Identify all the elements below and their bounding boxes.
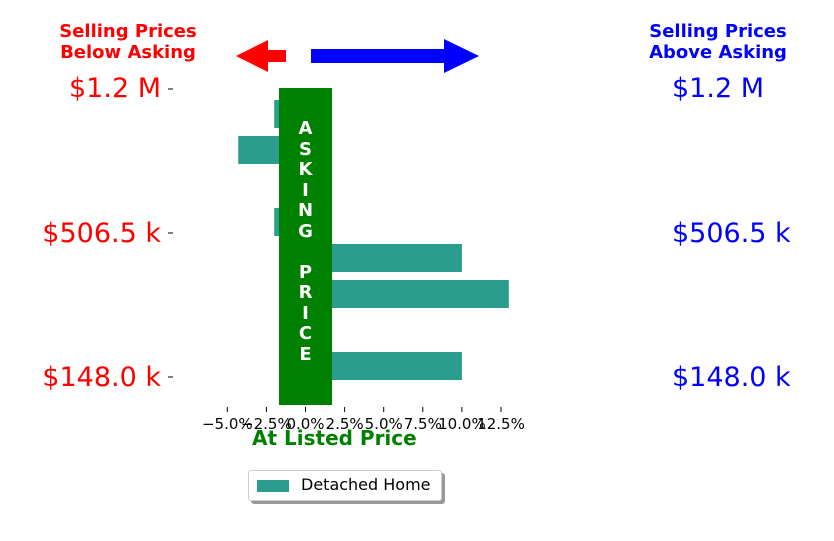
asking-letter: I	[302, 302, 309, 324]
y-axis-ticks	[168, 88, 173, 378]
x-tick-label: 0.0%	[286, 415, 324, 433]
asking-letter	[279, 242, 332, 263]
asking-letter: N	[297, 200, 314, 221]
left-price-bottom: $148.0 k	[42, 362, 161, 393]
x-tick-label: −2.5%	[241, 415, 292, 433]
left-arrow-icon	[236, 40, 286, 72]
x-tick-label: 7.5%	[404, 415, 442, 433]
asking-letter: A	[298, 118, 313, 139]
asking-letter: I	[302, 179, 309, 201]
asking-letter: G	[298, 220, 313, 242]
bar	[305, 280, 509, 308]
asking-price-column: A S K I N G P R I C E	[279, 88, 332, 405]
left-price-mid: $506.5 k	[42, 218, 161, 249]
right-price-bottom: $148.0 k	[672, 362, 791, 393]
right-price-top: $1.2 M	[672, 73, 764, 104]
right-arrow-icon	[311, 39, 479, 73]
x-axis-label: At Listed Price	[252, 426, 417, 450]
legend: Detached Home	[248, 470, 442, 501]
asking-letter: K	[298, 159, 313, 180]
direction-arrows	[236, 39, 479, 73]
asking-letter: C	[298, 323, 313, 344]
below-asking-title: Selling Prices Below Asking	[59, 21, 197, 63]
left-price-top: $1.2 M	[69, 73, 161, 104]
asking-letter: S	[299, 138, 312, 160]
x-tick-label: 12.5%	[477, 415, 525, 433]
x-tick-label: 2.5%	[326, 415, 364, 433]
legend-label: Detached Home	[301, 475, 431, 494]
x-tick-label: 10.0%	[438, 415, 486, 433]
asking-letter: R	[298, 282, 313, 303]
x-tick-label: −5.0%	[202, 415, 253, 433]
legend-swatch	[257, 480, 289, 492]
x-axis: −5.0%−2.5%0.0% 2.5% 5.0% 7.5%10.0%12.5%	[202, 407, 525, 433]
asking-letter: P	[298, 261, 313, 283]
asking-price-letters: A S K I N G P R I C E	[279, 118, 332, 365]
above-asking-title: Selling Prices Above Asking	[649, 21, 787, 63]
right-price-mid: $506.5 k	[672, 218, 791, 249]
x-tick-label: 5.0%	[365, 415, 403, 433]
asking-letter: E	[299, 343, 312, 365]
